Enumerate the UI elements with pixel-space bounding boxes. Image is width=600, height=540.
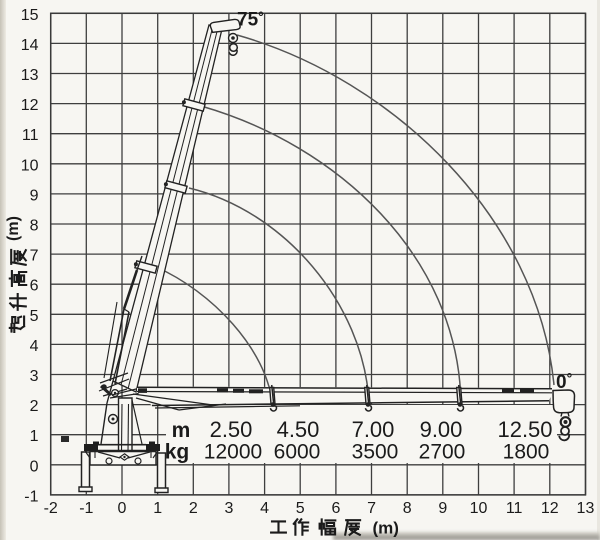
svg-text:4: 4 — [30, 338, 39, 355]
svg-text:12: 12 — [541, 500, 559, 517]
svg-text:6: 6 — [30, 278, 39, 295]
svg-text:7: 7 — [30, 248, 39, 265]
svg-text:3: 3 — [30, 368, 39, 385]
svg-text:75°: 75° — [237, 9, 264, 31]
svg-text:2: 2 — [189, 500, 198, 517]
svg-text:12000: 12000 — [204, 441, 262, 464]
svg-text:6000: 6000 — [274, 441, 321, 464]
svg-text:-1: -1 — [24, 488, 38, 505]
svg-text:5: 5 — [296, 500, 305, 517]
svg-text:10: 10 — [470, 500, 488, 517]
svg-text:7.00: 7.00 — [352, 417, 395, 442]
svg-text:(m): (m) — [373, 519, 399, 538]
svg-text:14: 14 — [21, 37, 39, 54]
svg-text:10: 10 — [21, 157, 39, 174]
svg-text:9: 9 — [30, 187, 39, 204]
svg-text:8: 8 — [403, 500, 412, 517]
svg-text:3500: 3500 — [352, 441, 399, 464]
svg-text:13: 13 — [21, 67, 39, 84]
svg-text:2: 2 — [30, 398, 39, 415]
svg-text:kg: kg — [165, 441, 190, 464]
svg-text:9: 9 — [438, 500, 447, 517]
svg-text:-2: -2 — [44, 500, 58, 517]
svg-text:1: 1 — [30, 428, 39, 445]
svg-text:3: 3 — [224, 500, 233, 517]
svg-text:2700: 2700 — [419, 441, 466, 464]
svg-text:12: 12 — [21, 97, 39, 114]
svg-text:11: 11 — [22, 127, 39, 144]
svg-text:7: 7 — [367, 500, 376, 517]
svg-text:4.50: 4.50 — [277, 417, 320, 442]
svg-text:13: 13 — [577, 500, 595, 517]
svg-text:5: 5 — [30, 308, 39, 325]
svg-text:11: 11 — [506, 500, 523, 517]
svg-text:0: 0 — [118, 500, 127, 517]
svg-text:2.50: 2.50 — [210, 417, 253, 442]
svg-text:8: 8 — [30, 218, 39, 235]
svg-text:1800: 1800 — [503, 441, 550, 464]
svg-text:15: 15 — [21, 7, 39, 24]
svg-text:1: 1 — [153, 500, 162, 517]
svg-text:6: 6 — [331, 500, 340, 517]
svg-text:12.50: 12.50 — [497, 417, 552, 442]
svg-text:4: 4 — [260, 500, 269, 517]
svg-text:0: 0 — [30, 458, 39, 475]
svg-text:-1: -1 — [79, 500, 93, 517]
svg-text:(m): (m) — [5, 216, 22, 241]
svg-text:9.00: 9.00 — [420, 417, 463, 442]
svg-text:m: m — [172, 419, 191, 442]
